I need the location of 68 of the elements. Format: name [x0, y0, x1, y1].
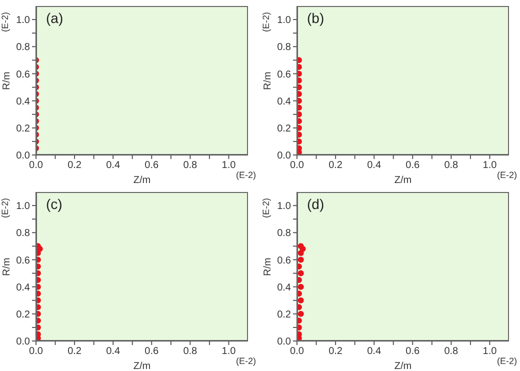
chart-title: (c) — [46, 196, 62, 212]
x-tick-label: 0.0 — [29, 346, 44, 358]
x-tick-label: 1.0 — [482, 346, 498, 358]
x-tick-label: 0.0 — [290, 346, 304, 358]
x-tick-label: 0.6 — [406, 160, 420, 172]
x-tick-label: 1.0 — [222, 160, 236, 172]
y-tick-label: 1.0 — [277, 201, 292, 212]
x-tick-label: 0.6 — [144, 346, 160, 358]
x-tick-label: 0.4 — [367, 346, 382, 358]
x-tick-label: 0.6 — [144, 160, 160, 172]
chart-title: (d) — [307, 196, 324, 212]
y-tick-label: 0.0 — [16, 336, 30, 348]
x-tick-label: 1.0 — [222, 346, 236, 358]
y-tick-label: 0.0 — [277, 150, 292, 162]
x-tick-label: 0.8 — [444, 346, 459, 358]
y-tick-label: 0.8 — [16, 42, 30, 54]
x-tick-label: 1.0 — [482, 160, 498, 172]
text: (E-2) — [261, 197, 272, 218]
x-tick-label: 0.0 — [29, 160, 44, 172]
y-tick-label: 0.4 — [16, 96, 30, 108]
y-tick-label: 0.8 — [277, 228, 292, 240]
x-tick-label: 0.6 — [406, 346, 420, 358]
x-tick-label: 0.2 — [328, 160, 343, 172]
x-axis-title: Z/m — [394, 175, 412, 186]
y-tick-label: 0.6 — [277, 69, 292, 80]
y-axis-title: R/m — [0, 70, 14, 92]
y-tick-label: 0.0 — [277, 336, 292, 348]
y-tick-label: 0.2 — [277, 309, 292, 320]
x-axis-title: Z/m — [394, 361, 412, 371]
y-tick-label: 0.6 — [16, 255, 30, 266]
y-tick-label: 0.4 — [277, 96, 292, 108]
y-tick-label: 0.6 — [277, 255, 292, 266]
text: (E-2) — [236, 170, 256, 180]
y-tick-label: 0.2 — [277, 123, 292, 134]
x-tick-label: 0.8 — [183, 160, 198, 172]
y-tick-label: 0.0 — [16, 150, 30, 162]
y-tick-label: 0.8 — [16, 228, 30, 240]
y-tick-label: 0.2 — [16, 123, 30, 134]
text: (E-2) — [0, 11, 11, 32]
x-tick-label: 0.4 — [106, 160, 120, 172]
x-tick-label: 0.4 — [367, 160, 382, 172]
y-axis-title: R/m — [262, 70, 274, 92]
y-tick-label: 1.0 — [16, 201, 30, 212]
x-tick-label: 0.8 — [444, 160, 459, 172]
text: (E-2) — [236, 356, 256, 366]
y-axis-title: R/m — [0, 256, 14, 278]
y-tick-label: 1.0 — [277, 15, 292, 26]
y-tick-label: 0.4 — [16, 282, 30, 294]
y-tick-label: 1.0 — [16, 15, 30, 26]
x-tick-label: 0.0 — [290, 160, 304, 172]
x-tick-label: 0.2 — [68, 346, 82, 358]
text: (E-2) — [497, 356, 517, 366]
x-tick-label: 0.2 — [68, 160, 82, 172]
text: (E-2) — [497, 170, 517, 180]
y-tick-label: 0.4 — [277, 282, 292, 294]
x-axis-title: Z/m — [133, 361, 151, 371]
text: (E-2) — [261, 11, 272, 32]
x-tick-label: 0.2 — [328, 346, 343, 358]
y-tick-label: 0.2 — [16, 309, 30, 320]
x-axis-title: Z/m — [133, 175, 151, 186]
text: (E-2) — [0, 197, 11, 218]
x-tick-label: 0.8 — [183, 346, 198, 358]
x-tick-label: 0.4 — [106, 346, 120, 358]
y-tick-label: 0.8 — [277, 42, 292, 54]
chart-title: (b) — [307, 10, 324, 26]
y-tick-label: 0.6 — [16, 69, 30, 80]
y-axis-title: R/m — [262, 256, 274, 278]
chart-title: (a) — [46, 10, 64, 26]
